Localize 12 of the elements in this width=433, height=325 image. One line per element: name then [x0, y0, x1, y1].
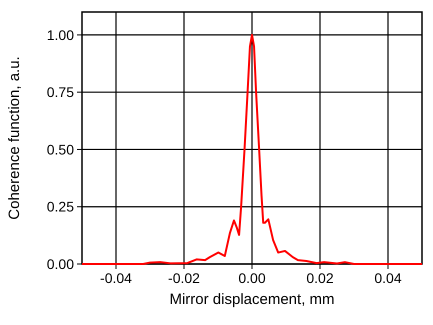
x-tick-label: 0.02: [306, 270, 334, 286]
y-tick-label: 0.50: [46, 141, 74, 158]
x-axis-title: Mirror displacement, mm: [169, 291, 335, 308]
y-tick-label: 0.00: [46, 256, 74, 272]
x-tick-label: -0.02: [168, 270, 200, 286]
x-tick-label: 0.00: [238, 270, 266, 286]
y-tick-label: 0.25: [46, 198, 74, 215]
y-tick-label: 0.75: [46, 84, 74, 100]
y-tick-label: 1.00: [46, 26, 74, 43]
y-axis-title: Coherence function, a.u.: [6, 56, 23, 220]
x-tick-label: -0.04: [100, 270, 132, 286]
x-tick-label: 0.04: [374, 270, 402, 286]
